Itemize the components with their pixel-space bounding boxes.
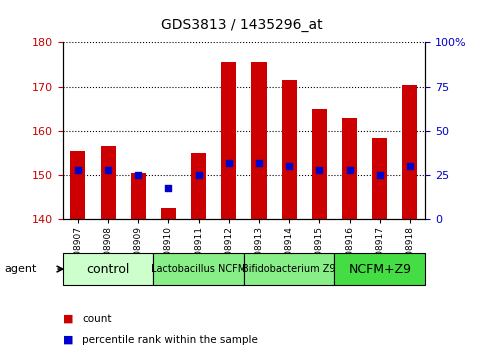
Text: count: count: [82, 314, 112, 324]
Point: [285, 164, 293, 169]
Text: agent: agent: [5, 264, 37, 274]
Bar: [154, 253, 244, 285]
Text: percentile rank within the sample: percentile rank within the sample: [82, 335, 258, 345]
Point: [376, 172, 384, 178]
Point: [165, 185, 172, 190]
Point: [134, 172, 142, 178]
Text: ■: ■: [63, 314, 73, 324]
Point: [406, 164, 414, 169]
Bar: [131, 173, 146, 219]
Bar: [334, 253, 425, 285]
Bar: [312, 109, 327, 219]
Bar: [161, 209, 176, 219]
Point: [74, 167, 82, 173]
Point: [225, 160, 233, 166]
Bar: [282, 80, 297, 219]
Bar: [244, 253, 334, 285]
Text: GDS3813 / 1435296_at: GDS3813 / 1435296_at: [161, 18, 322, 32]
Bar: [342, 118, 357, 219]
Bar: [191, 153, 206, 219]
Point: [315, 167, 323, 173]
Text: Lactobacillus NCFM: Lactobacillus NCFM: [151, 264, 246, 274]
Bar: [100, 147, 115, 219]
Text: NCFM+Z9: NCFM+Z9: [348, 263, 411, 275]
Point: [104, 167, 112, 173]
Text: control: control: [86, 263, 130, 275]
Point: [346, 167, 354, 173]
Bar: [372, 138, 387, 219]
Bar: [252, 62, 267, 219]
Text: ■: ■: [63, 335, 73, 345]
Bar: [63, 253, 154, 285]
Point: [255, 160, 263, 166]
Bar: [71, 151, 85, 219]
Point: [195, 172, 202, 178]
Text: Bifidobacterium Z9: Bifidobacterium Z9: [242, 264, 336, 274]
Bar: [402, 85, 417, 219]
Bar: [221, 62, 236, 219]
